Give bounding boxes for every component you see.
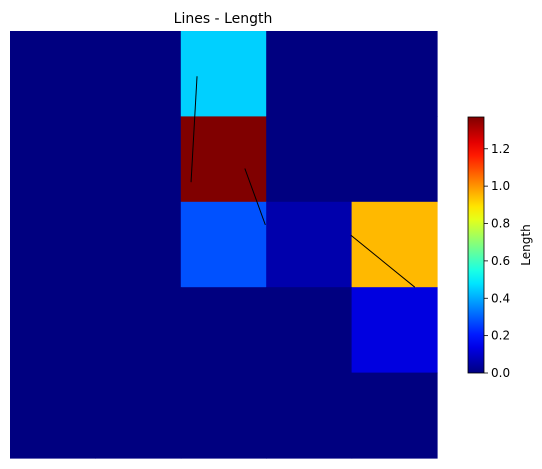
- colorbar: 0.0 0.2 0.4 0.6 0.8 1.0 1.2 Length: [467, 116, 533, 380]
- heatmap-cell: [180, 201, 267, 288]
- line-overlay: [190, 76, 416, 288]
- heatmap-cell: [95, 201, 182, 288]
- heatmap-cell: [351, 116, 438, 203]
- heatmap-cell: [351, 372, 438, 459]
- heatmap-cell: [95, 287, 182, 374]
- heatmap-cell: [266, 201, 353, 288]
- heatmap-cell: [95, 372, 182, 459]
- heatmap-cell: [10, 287, 96, 374]
- colorbar-tick-label: 0.6: [491, 254, 510, 268]
- colorbar-ticks: 0.0 0.2 0.4 0.6 0.8 1.0 1.2: [484, 142, 510, 380]
- colorbar-tick-label: 0.0: [491, 366, 510, 380]
- heatmap-cell: [351, 31, 438, 117]
- heatmap-cell: [266, 372, 353, 459]
- heatmap-cell: [95, 31, 182, 117]
- heatmap-cell: [180, 372, 267, 459]
- colorbar-tick-label: 1.0: [491, 179, 510, 193]
- heatmap-cell: [351, 287, 438, 374]
- line-segment: [190, 76, 198, 183]
- heatmap-cell: [10, 116, 96, 203]
- colorbar-label: Length: [519, 224, 533, 265]
- colorbar-tick-label: 0.2: [491, 329, 510, 343]
- colorbar-tick-label: 1.2: [491, 142, 510, 156]
- heatmap-cell: [351, 201, 438, 288]
- chart-title: Lines - Length: [174, 11, 273, 27]
- heatmap-cell: [10, 31, 96, 117]
- line-segment: [244, 168, 266, 226]
- colorbar-tick-label: 0.4: [491, 291, 510, 305]
- colorbar-tick-label: 0.8: [491, 217, 510, 231]
- heatmap-grid: [10, 31, 438, 459]
- colorbar-gradient: [467, 116, 485, 374]
- heatmap-cell: [266, 287, 353, 374]
- heatmap-cell: [266, 31, 353, 117]
- heatmap-cell: [180, 31, 267, 117]
- line-segment: [350, 234, 416, 288]
- heatmap-cell: [95, 116, 182, 203]
- heatmap-cell: [10, 201, 96, 288]
- heatmap-cell: [10, 372, 96, 459]
- heatmap-cell: [266, 116, 353, 203]
- heatmap-cell: [180, 287, 267, 374]
